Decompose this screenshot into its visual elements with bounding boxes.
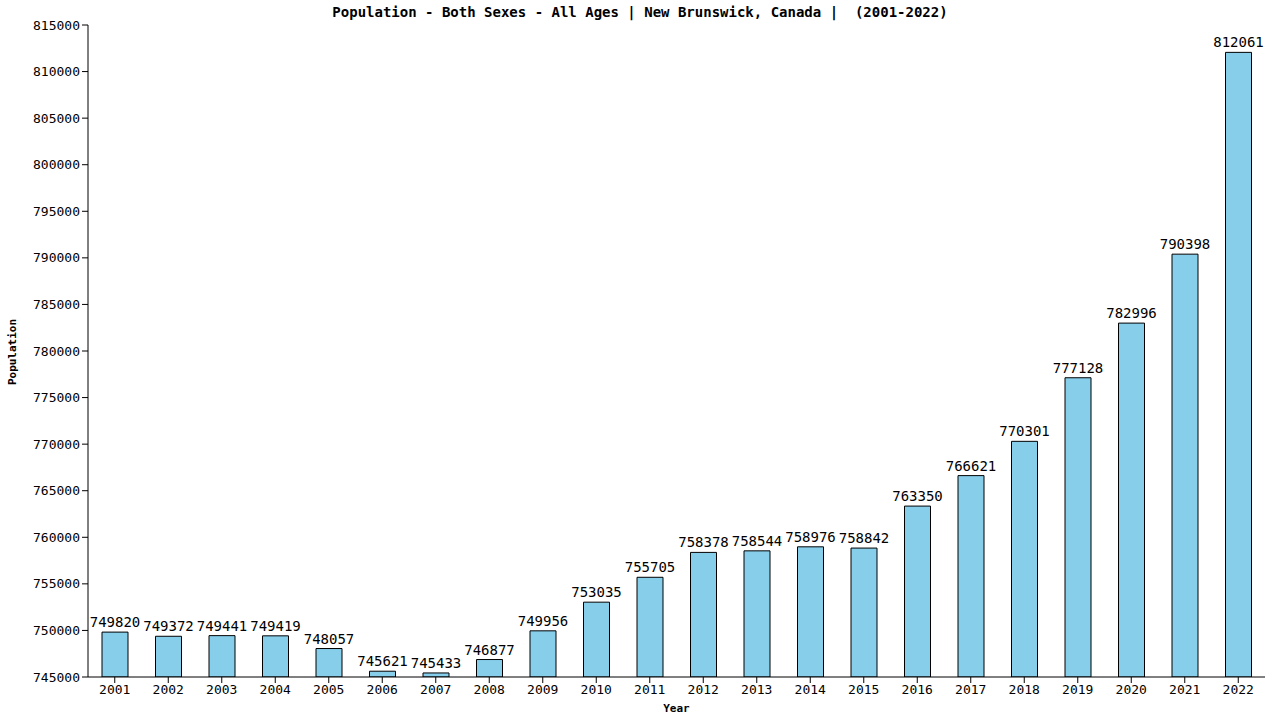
svg-text:749372: 749372 [143,618,194,634]
svg-text:2022: 2022 [1223,682,1254,697]
svg-text:750000: 750000 [33,623,80,638]
svg-text:749419: 749419 [250,618,301,634]
svg-text:782996: 782996 [1106,305,1157,321]
svg-text:770000: 770000 [33,437,80,452]
svg-text:749441: 749441 [197,618,248,634]
svg-text:748057: 748057 [304,631,355,647]
svg-text:753035: 753035 [571,584,622,600]
svg-text:765000: 765000 [33,483,80,498]
svg-text:2018: 2018 [1009,682,1040,697]
svg-text:2002: 2002 [153,682,184,697]
html-text:Year: Year [663,702,690,715]
svg-text:2005: 2005 [313,682,344,697]
svg-text:2020: 2020 [1116,682,1147,697]
svg-text:2013: 2013 [741,682,772,697]
svg-text:746877: 746877 [464,642,515,658]
svg-text:758976: 758976 [785,529,836,545]
svg-text:758544: 758544 [732,533,783,549]
svg-text:815000: 815000 [33,18,80,33]
svg-text:2011: 2011 [634,682,665,697]
svg-text:755000: 755000 [33,576,80,591]
svg-text:2014: 2014 [795,682,826,697]
svg-text:766621: 766621 [946,458,997,474]
svg-text:775000: 775000 [33,390,80,405]
svg-text:777128: 777128 [1053,360,1104,376]
svg-text:758842: 758842 [839,530,890,546]
svg-text:2001: 2001 [99,682,130,697]
svg-text:745433: 745433 [411,655,462,671]
svg-text:749820: 749820 [90,614,141,630]
svg-text:790398: 790398 [1160,236,1211,252]
svg-text:2004: 2004 [260,682,291,697]
svg-text:763350: 763350 [892,488,943,504]
svg-text:755705: 755705 [625,559,676,575]
svg-text:2010: 2010 [581,682,612,697]
svg-text:2016: 2016 [902,682,933,697]
svg-text:2008: 2008 [474,682,505,697]
svg-text:2015: 2015 [848,682,879,697]
svg-text:745621: 745621 [357,653,408,669]
svg-text:810000: 810000 [33,64,80,79]
svg-text:812061: 812061 [1213,34,1264,50]
svg-text:795000: 795000 [33,204,80,219]
svg-text:2003: 2003 [206,682,237,697]
html-text:Population: Population [5,318,19,386]
svg-text:2007: 2007 [420,682,451,697]
svg-text:2006: 2006 [367,682,398,697]
svg-text:805000: 805000 [33,111,80,126]
svg-text:780000: 780000 [33,344,80,359]
svg-text:749956: 749956 [518,613,569,629]
svg-text:2019: 2019 [1062,682,1093,697]
svg-text:2009: 2009 [527,682,558,697]
svg-text:770301: 770301 [999,423,1050,439]
svg-text:745000: 745000 [33,670,80,685]
html-text:Population - Both Sexes - All: Population - Both Sexes - All Ages | New… [332,4,948,20]
svg-text:785000: 785000 [33,297,80,312]
svg-text:2012: 2012 [688,682,719,697]
svg-text:2017: 2017 [955,682,986,697]
svg-text:800000: 800000 [33,157,80,172]
svg-text:760000: 760000 [33,530,80,545]
svg-text:758378: 758378 [678,534,729,550]
svg-text:790000: 790000 [33,250,80,265]
svg-text:2021: 2021 [1169,682,1200,697]
